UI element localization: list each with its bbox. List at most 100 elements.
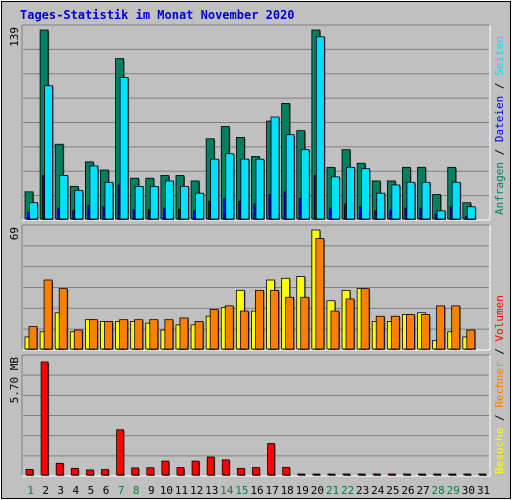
- bar-rechner-fill: [406, 314, 415, 350]
- x-tick-label: 7: [118, 484, 125, 497]
- x-tick-label: 18: [281, 484, 294, 497]
- panel-visits: 69: [8, 224, 491, 351]
- bar-rechner: [330, 310, 340, 350]
- bar-seiten: [134, 185, 145, 220]
- bar-seiten: [195, 192, 205, 220]
- bar-volumen-shadow: [344, 474, 352, 476]
- bar-volumen-fill: [297, 473, 306, 476]
- bar-rechner: [224, 305, 235, 350]
- bar-rechner: [119, 319, 129, 350]
- bar-rechner: [421, 314, 431, 350]
- bar-volumen: [478, 473, 487, 476]
- bar-seiten-fill: [29, 202, 38, 220]
- bar-volumen: [176, 467, 185, 476]
- bar-seiten-fill: [119, 77, 129, 220]
- bar-rechner: [58, 288, 69, 350]
- bar-volumen-shadow: [313, 474, 321, 476]
- bar-volumen: [403, 473, 412, 476]
- bar-seiten-fill: [376, 192, 386, 220]
- bar-volumen-shadow: [479, 474, 487, 476]
- bar-volumen: [236, 467, 246, 476]
- bar-rechner: [104, 321, 114, 350]
- bar-seiten-fill: [391, 184, 401, 220]
- bar-rechner: [466, 329, 476, 350]
- bar-seiten: [180, 185, 190, 220]
- legend-entry: Volumen: [493, 295, 506, 341]
- bar-rechner-fill: [466, 329, 476, 350]
- bar-rechner: [315, 238, 325, 350]
- bar-volumen: [101, 469, 110, 476]
- bar-seiten: [285, 134, 296, 220]
- bar-seiten: [225, 153, 235, 220]
- bar-volumen: [146, 467, 155, 476]
- bar-seiten-fill: [195, 192, 204, 220]
- bar-rechner-fill: [134, 319, 144, 350]
- bar-rechner-fill: [194, 321, 204, 350]
- bar-rechner: [179, 317, 189, 350]
- bar-rechner: [134, 319, 144, 350]
- bar-volumen-fill: [448, 473, 457, 476]
- bar-volumen-fill: [116, 429, 124, 476]
- bar-rechner: [88, 319, 99, 350]
- bar-volumen-fill: [236, 467, 245, 476]
- bar-volumen: [387, 473, 397, 476]
- bar-rechner: [149, 319, 159, 350]
- bar-seiten: [119, 77, 130, 220]
- legend-entry: Besuche: [493, 428, 506, 474]
- bar-volumen-fill: [85, 469, 94, 476]
- bar-seiten-fill: [164, 180, 174, 220]
- bar-volumen-shadow: [404, 474, 412, 476]
- bar-rechner: [360, 288, 371, 350]
- bar-seiten-fill: [59, 175, 69, 220]
- bar-rechner-fill: [345, 298, 355, 350]
- bar-rechner-fill: [88, 319, 98, 350]
- bar-volumen-fill: [433, 473, 442, 476]
- bar-rechner-fill: [255, 289, 264, 350]
- bar-seiten-fill: [331, 176, 340, 220]
- bar-seiten-fill: [240, 158, 250, 220]
- bar-rechner-fill: [375, 315, 385, 350]
- bar-rechner: [451, 305, 461, 350]
- bar-rechner: [73, 329, 84, 350]
- y-tick-label: 5.70 MB: [8, 357, 21, 404]
- bar-volumen: [70, 467, 80, 476]
- bar-seiten: [149, 185, 160, 220]
- bar-seiten: [104, 181, 114, 220]
- bar-volumen-fill: [161, 460, 170, 476]
- x-tick-label: 31: [477, 484, 490, 497]
- x-tick-label: 26: [401, 484, 414, 497]
- legend-entry: /: [493, 342, 506, 362]
- x-tick-label: 15: [235, 484, 248, 497]
- bar-volumen: [161, 460, 170, 476]
- y-tick-label: 69: [8, 227, 21, 240]
- bar-seiten: [436, 210, 447, 220]
- bar-seiten-fill: [89, 165, 99, 220]
- bar-seiten-fill: [315, 36, 325, 220]
- bar-seiten-fill: [300, 149, 310, 220]
- bar-seiten: [255, 158, 265, 220]
- bar-rechner-fill: [300, 296, 310, 350]
- bar-volumen: [372, 473, 382, 476]
- bar-rechner-fill: [451, 305, 461, 350]
- x-tick-label: 17: [265, 484, 278, 497]
- bar-rechner: [300, 296, 310, 350]
- bar-volumen: [221, 459, 231, 476]
- bar-seiten-fill: [180, 185, 189, 220]
- bar-rechner: [164, 319, 174, 350]
- bar-volumen: [433, 473, 442, 476]
- bar-volumen: [282, 466, 291, 476]
- x-tick-label: 1: [27, 484, 34, 497]
- bar-volumen-fill: [387, 473, 396, 476]
- bar-seiten: [315, 36, 326, 221]
- bar-volumen-shadow: [449, 474, 457, 476]
- bar-rechner-fill: [390, 315, 400, 350]
- bar-rechner: [43, 279, 54, 350]
- bar-seiten-fill: [451, 181, 461, 220]
- bar-volumen: [342, 473, 352, 476]
- legend-entry: Seiten: [493, 36, 506, 76]
- bar-volumen-fill: [327, 473, 336, 476]
- bar-rechner: [285, 296, 295, 350]
- bar-rechner: [270, 289, 280, 350]
- bar-volumen: [463, 473, 472, 476]
